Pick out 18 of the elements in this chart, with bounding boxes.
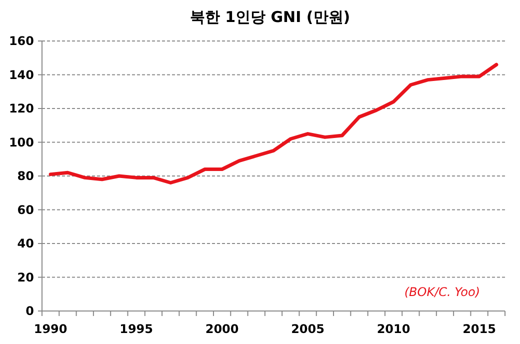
y-tick-label: 40 [17, 236, 34, 251]
line-series [48, 62, 498, 184]
x-tick-label: 1990 [34, 322, 68, 336]
x-tick-label: 2015 [462, 322, 496, 336]
x-tick-label: 2010 [376, 322, 410, 336]
y-tick-label: 80 [17, 169, 34, 184]
annotation: (BOK/C. Yoo) [404, 285, 480, 299]
y-tick-label: 100 [8, 135, 34, 150]
chart-title: 북한 1인당 GNI (만원) [190, 8, 350, 26]
y-tick-label: 140 [8, 68, 34, 82]
y-tick-label: 20 [17, 270, 34, 284]
y-tick-label: 120 [8, 102, 34, 116]
y-tick-label: 0 [26, 304, 34, 318]
x-tick-label: 1995 [120, 322, 154, 336]
x-tick-label: 2000 [205, 322, 239, 336]
y-tick-label: 60 [17, 202, 34, 217]
y-tick-label: 160 [8, 34, 34, 48]
x-tick-label: 2005 [291, 322, 324, 336]
